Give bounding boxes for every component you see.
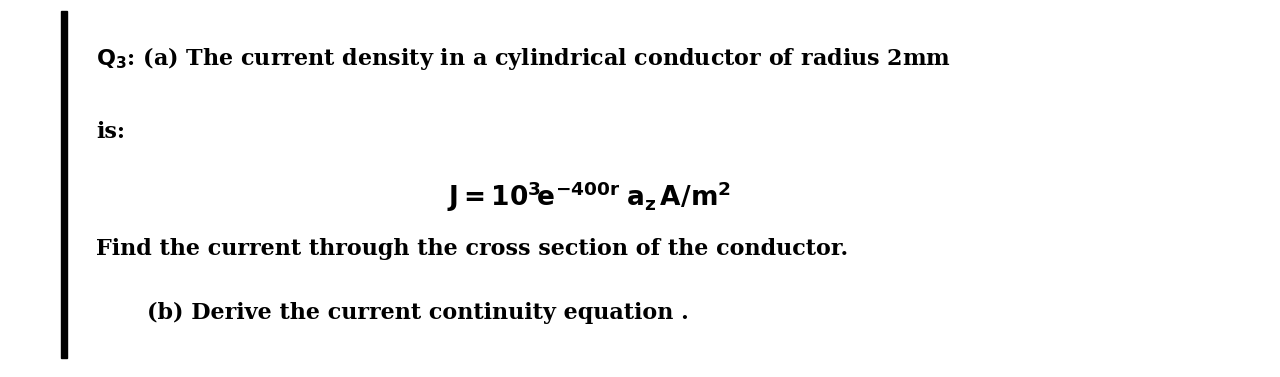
Text: is:: is: [96,121,125,143]
Text: $\mathbf{J = 10^3\!e^{-400r}\; a_z\, A/m^2}$: $\mathbf{J = 10^3\!e^{-400r}\; a_z\, A/m… [447,179,731,214]
Text: (b) Derive the current continuity equation .: (b) Derive the current continuity equati… [147,302,689,324]
Bar [61,11,67,358]
Text: Find the current through the cross section of the conductor.: Find the current through the cross secti… [96,238,849,259]
Text: $\mathbf{Q_3}$: (a) The current density in a cylindrical conductor of radius 2mm: $\mathbf{Q_3}$: (a) The current density … [96,45,951,72]
